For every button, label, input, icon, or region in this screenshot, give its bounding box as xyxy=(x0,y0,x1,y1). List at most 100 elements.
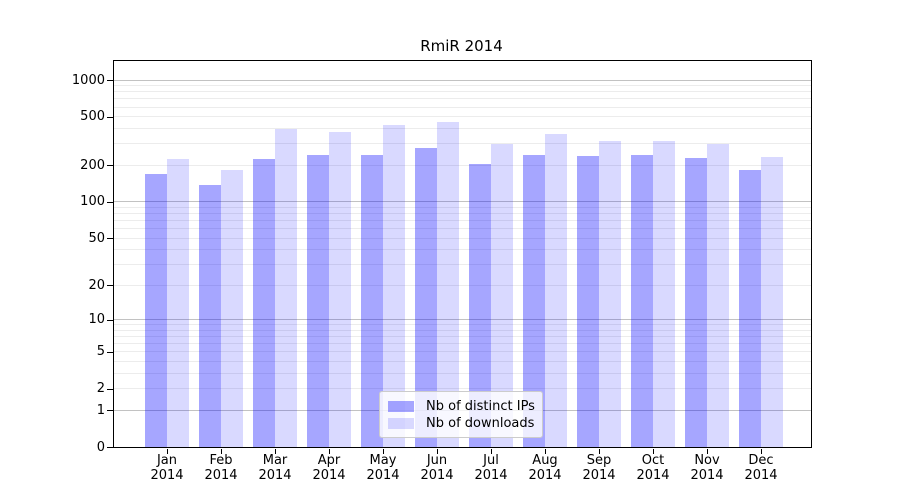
bar-nb-of-downloads-mar xyxy=(274,129,297,447)
y-tick-label: 0 xyxy=(96,439,105,455)
gridline-minor xyxy=(114,228,811,230)
gridline-minor xyxy=(114,249,811,251)
x-tick-label: Mar 2014 xyxy=(248,453,302,483)
bar-nb-of-downloads-sep xyxy=(598,141,621,447)
y-tick xyxy=(107,447,113,448)
gridline-minor xyxy=(114,220,811,222)
gridline-minor xyxy=(114,336,811,337)
x-tick-label: Jun 2014 xyxy=(410,453,464,483)
x-tick-label: Feb 2014 xyxy=(194,453,248,483)
x-tick-label-year: 2014 xyxy=(636,468,670,483)
y-tick-label: 5 xyxy=(96,344,105,360)
bar-nb-of-downloads-aug xyxy=(544,134,567,447)
bar-nb-of-distinct-ips-jan xyxy=(144,173,167,447)
bar-nb-of-downloads-may xyxy=(382,124,405,447)
x-tick-label-month: Dec xyxy=(748,453,774,468)
legend-label: Nb of downloads xyxy=(426,415,535,431)
x-tick-label-year: 2014 xyxy=(258,468,292,483)
x-tick-label-month: Mar xyxy=(262,453,288,468)
x-tick-label-year: 2014 xyxy=(204,468,238,483)
gridline-minor xyxy=(114,143,811,145)
x-tick-label: Oct 2014 xyxy=(626,453,680,483)
x-tick-label-month: Oct xyxy=(641,453,665,468)
legend-entry: Nb of distinct IPs xyxy=(388,398,535,414)
bar-nb-of-downloads-jan xyxy=(166,159,189,447)
x-tick-label-month: Jul xyxy=(483,453,499,468)
bar-nb-of-distinct-ips-jun xyxy=(414,147,437,447)
x-tick-label-month: Nov xyxy=(694,453,720,468)
y-tick xyxy=(107,80,113,81)
y-tick xyxy=(107,285,113,287)
y-tick-label: 200 xyxy=(80,157,105,173)
x-tick-label: Sep 2014 xyxy=(572,453,626,483)
x-tick-label-year: 2014 xyxy=(366,468,400,483)
x-tick-label-year: 2014 xyxy=(582,468,616,483)
x-tick-label: Aug 2014 xyxy=(518,453,572,483)
gridline-minor xyxy=(114,237,811,239)
bar-nb-of-downloads-jul xyxy=(490,143,513,447)
x-tick xyxy=(652,449,654,454)
gridline-minor xyxy=(114,128,811,130)
x-tick-label: Dec 2014 xyxy=(734,453,788,483)
gridline-major xyxy=(114,79,811,81)
bar-nb-of-downloads-jun xyxy=(436,121,459,447)
x-tick-label: May 2014 xyxy=(356,453,410,483)
x-tick xyxy=(328,449,330,454)
legend-label: Nb of distinct IPs xyxy=(426,398,535,414)
x-tick xyxy=(544,449,546,454)
gridline-minor xyxy=(114,116,811,118)
chart-title: RmiR 2014 xyxy=(420,37,503,55)
gridline-minor xyxy=(114,106,811,108)
y-tick-label: 2 xyxy=(96,381,105,397)
x-tick xyxy=(166,449,168,454)
bar-nb-of-downloads-feb xyxy=(220,170,243,447)
bar-nb-of-distinct-ips-nov xyxy=(684,157,707,447)
gridline-minor xyxy=(114,284,811,286)
x-tick-label-month: Aug xyxy=(532,453,558,468)
bar-nb-of-distinct-ips-oct xyxy=(630,154,653,447)
y-tick xyxy=(107,201,113,203)
y-tick-label: 100 xyxy=(80,194,105,210)
y-tick xyxy=(107,238,113,240)
x-tick-label-month: Feb xyxy=(209,453,233,468)
x-tick xyxy=(220,449,222,454)
gridline-minor xyxy=(114,213,811,215)
gridline-major xyxy=(114,201,811,203)
x-tick-label-month: Sep xyxy=(586,453,612,468)
y-tick-label: 1 xyxy=(96,402,105,418)
x-tick-label: Jul 2014 xyxy=(464,453,518,483)
y-tick-label: 20 xyxy=(88,277,105,293)
x-tick-label-month: Jun xyxy=(426,453,448,468)
bar-nb-of-downloads-apr xyxy=(328,132,351,447)
gridline-major xyxy=(114,319,811,321)
x-tick xyxy=(490,449,492,454)
x-tick-label-month: Jan xyxy=(156,453,178,468)
x-tick-label-month: May xyxy=(369,453,397,468)
x-tick xyxy=(598,449,600,454)
bar-nb-of-distinct-ips-aug xyxy=(522,154,545,447)
bar-nb-of-distinct-ips-may xyxy=(360,154,383,447)
bars-layer xyxy=(114,61,811,447)
gridline-minor xyxy=(114,329,811,331)
bar-nb-of-distinct-ips-apr xyxy=(306,154,329,447)
gridline-minor xyxy=(114,372,811,374)
y-tick-label: 1000 xyxy=(71,72,105,88)
y-tick xyxy=(107,410,113,412)
x-tick xyxy=(706,449,708,454)
gridline-minor xyxy=(114,85,811,87)
y-tick-label: 500 xyxy=(80,109,105,125)
x-tick-label-year: 2014 xyxy=(150,468,184,483)
gridline-minor xyxy=(114,351,811,353)
bar-nb-of-distinct-ips-sep xyxy=(576,155,599,447)
gridline-minor xyxy=(114,361,811,362)
x-tick xyxy=(274,449,276,454)
bar-nb-of-downloads-nov xyxy=(706,143,729,447)
x-tick-label-year: 2014 xyxy=(690,468,724,483)
gridline-minor xyxy=(114,324,811,326)
gridline-minor xyxy=(114,388,811,390)
gridline-minor xyxy=(114,98,811,100)
bar-nb-of-downloads-oct xyxy=(652,141,675,447)
x-tick-label: Jan 2014 xyxy=(140,453,194,483)
bar-nb-of-distinct-ips-dec xyxy=(738,170,761,447)
